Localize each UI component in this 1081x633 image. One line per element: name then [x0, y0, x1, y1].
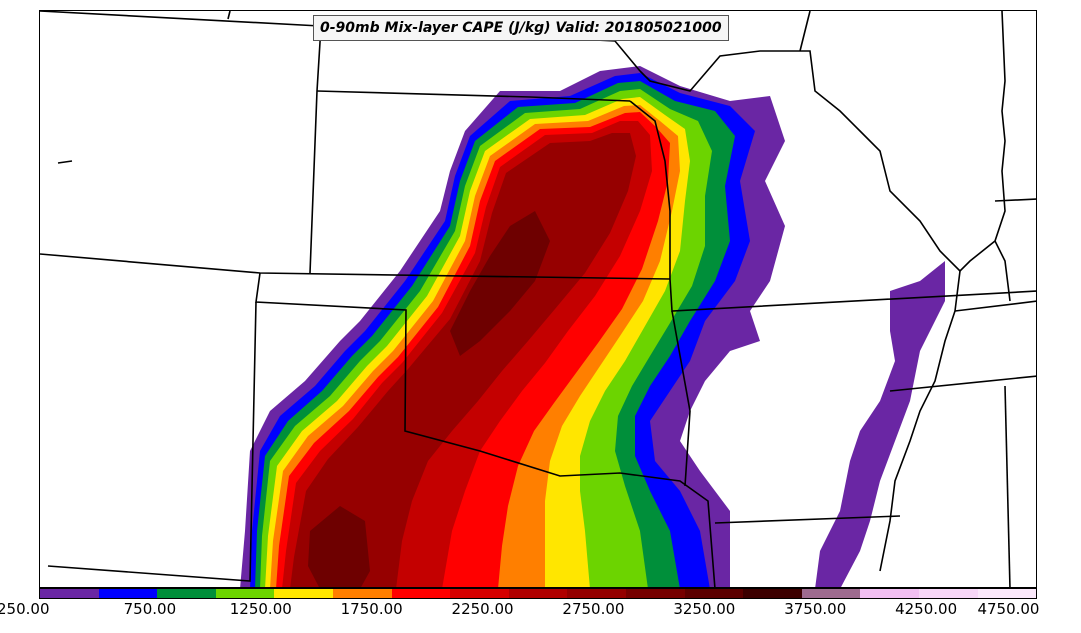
- cape-contours: [240, 66, 945, 587]
- colorbar-segment: [743, 589, 802, 598]
- cape-map: [40, 11, 1036, 587]
- boundary-line: [1004, 385, 1011, 587]
- boundary-line: [57, 160, 73, 164]
- colorbar-segment: [918, 589, 978, 598]
- colorbar-tick-label: 4750.00: [977, 600, 1040, 618]
- colorbar-segment: [274, 589, 333, 598]
- boundary-line: [309, 25, 322, 274]
- colorbar-segment: [977, 589, 1037, 598]
- map-panel[interactable]: [39, 10, 1037, 588]
- boundary-line: [629, 100, 671, 279]
- boundary-line: [671, 310, 691, 487]
- boundary-line: [889, 375, 1036, 392]
- cape-band-purple-east: [815, 261, 945, 587]
- map-title: 0-90mb Mix-layer CAPE (J/kg) Valid: 2018…: [313, 15, 729, 41]
- colorbar-segment: [40, 589, 99, 598]
- colorbar-segment: [391, 589, 451, 598]
- colorbar-segment: [860, 589, 919, 598]
- boundary-line: [316, 90, 631, 102]
- boundary-line: [714, 515, 901, 524]
- colorbar-tick-label: 2750.00: [562, 600, 625, 618]
- cape-band-darkred2: [290, 133, 636, 587]
- colorbar-segment: [332, 589, 392, 598]
- colorbar-segment: [98, 589, 158, 598]
- colorbar-segment: [508, 589, 568, 598]
- colorbar: [39, 588, 1037, 599]
- boundary-line: [954, 300, 1036, 312]
- colorbar-segment: [567, 589, 626, 598]
- boundary-line: [40, 11, 321, 27]
- colorbar-segment: [157, 589, 216, 598]
- boundary-line: [227, 11, 231, 20]
- colorbar-tick-label: 2250.00: [451, 600, 514, 618]
- colorbar-labels: 250.00 750.00 1250.00 1750.00 2250.00 2750.00…: [0, 600, 1081, 624]
- colorbar-segment: [801, 589, 861, 598]
- colorbar-tick-label: 250.00: [0, 600, 50, 618]
- boundary-line: [994, 198, 1036, 202]
- colorbar-tick-label: 3250.00: [673, 600, 736, 618]
- colorbar-tick-label: 4250.00: [895, 600, 958, 618]
- boundary-line: [639, 11, 1006, 273]
- colorbar-tick-label: 1250.00: [229, 600, 292, 618]
- state-boundaries: [40, 11, 1036, 587]
- colorbar-tick-label: 750.00: [123, 600, 177, 618]
- boundary-line: [47, 301, 257, 582]
- colorbar-tick-label: 3750.00: [784, 600, 847, 618]
- cape-band-darkred3: [450, 211, 550, 356]
- boundary-line: [994, 240, 1011, 302]
- colorbar-segment: [215, 589, 275, 598]
- colorbar-segment: [625, 589, 685, 598]
- cape-band-darkred3-south: [308, 506, 370, 587]
- boundary-line: [255, 272, 716, 587]
- colorbar-tick-label: 1750.00: [340, 600, 403, 618]
- colorbar-segment: [450, 589, 509, 598]
- boundary-line: [879, 270, 961, 572]
- colorbar-segment: [684, 589, 744, 598]
- boundary-line: [799, 11, 811, 52]
